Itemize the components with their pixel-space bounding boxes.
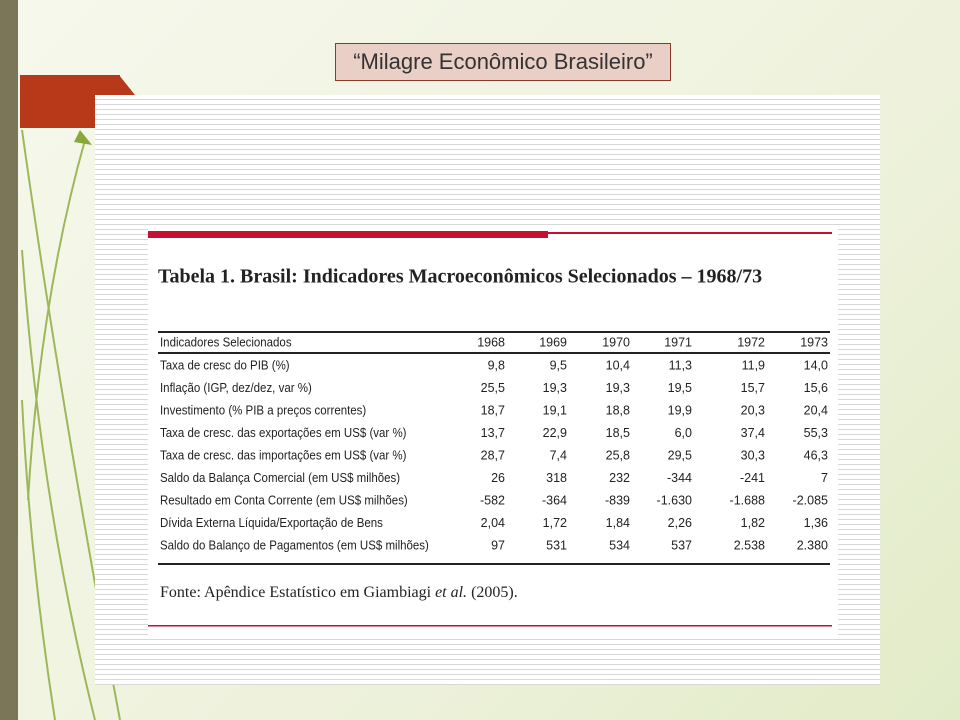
table-cell: 15,6 [804, 381, 828, 395]
header-cell: 1970 [602, 335, 630, 349]
table-cell: 232 [609, 471, 630, 485]
table-cell: 22,9 [543, 426, 567, 440]
table-cell: 18,8 [606, 403, 630, 417]
table-cell: 11,9 [742, 358, 765, 372]
table-cell: 55,3 [804, 426, 828, 440]
table-cell: -582 [480, 493, 505, 507]
table-cell: Taxa de cresc. das exportações em US$ (v… [160, 425, 406, 440]
table-cell: 318 [546, 471, 567, 485]
header-cell: 1969 [539, 335, 567, 349]
table-cell: -839 [605, 493, 630, 507]
table-cell: 29,5 [668, 448, 692, 462]
table-cell: 1,84 [606, 516, 630, 530]
rule [148, 625, 832, 627]
table-cell: Saldo da Balança Comercial (em US$ milhõ… [160, 470, 400, 485]
table-cell: 19,9 [668, 403, 692, 417]
table-cell: 6,0 [675, 426, 692, 440]
table-cell: -2.085 [793, 493, 828, 507]
table-cell: 19,5 [668, 381, 692, 395]
table-cell: Dívida Externa Líquida/Exportação de Ben… [160, 515, 383, 530]
source: Fonte: Apêndice Estatístico em Giambiagi… [160, 584, 518, 601]
table-cell: Taxa de cresc. das importações em US$ (v… [160, 448, 406, 463]
source-text: Fonte: Apêndice Estatístico em Giambiagi [160, 584, 435, 601]
rule [548, 232, 832, 234]
table-cell: 20,4 [804, 403, 828, 417]
table-cell: 18,7 [481, 403, 505, 417]
table-cell: 537 [671, 538, 692, 552]
table-cell: 10,4 [606, 358, 630, 372]
table-cell: 9,8 [488, 358, 505, 372]
table-cell: 25,5 [481, 381, 505, 395]
table-cell: 19,3 [606, 381, 630, 395]
table-cell: 1,36 [804, 516, 828, 530]
table-cell: 13,7 [481, 426, 505, 440]
table-cell: 37,4 [741, 426, 765, 440]
table-cell: 1,82 [741, 516, 765, 530]
table-cell: 46,3 [804, 448, 828, 462]
table-title: Tabela 1. Brasil: Indicadores Macroeconô… [158, 266, 762, 288]
table-cell: 2,26 [668, 516, 692, 530]
table-cell: 97 [491, 538, 505, 552]
table-cell: 11,3 [669, 358, 692, 372]
table-cell: Investimento (% PIB a preços correntes) [160, 403, 366, 418]
table-cell: 2.538 [734, 538, 765, 552]
table-cell: -344 [667, 471, 692, 485]
table-cell: 30,3 [741, 448, 765, 462]
table-cell: 19,3 [543, 381, 567, 395]
side-bar [0, 0, 18, 720]
table-cell: 9,5 [550, 358, 567, 372]
header-cell: 1971 [664, 335, 692, 349]
table-bg [148, 225, 838, 635]
table-cell: -364 [542, 493, 567, 507]
table-cell: 7 [821, 471, 828, 485]
table-cell: 534 [609, 538, 630, 552]
header-cell: 1972 [737, 335, 765, 349]
table-cell: 25,8 [606, 448, 630, 462]
header-cell: Indicadores Selecionados [160, 335, 292, 350]
slide-title: “Milagre Econômico Brasileiro” [335, 43, 671, 81]
source-text: (2005). [467, 584, 518, 601]
source-text: et al. [435, 584, 467, 601]
table-cell: 2.380 [797, 538, 828, 552]
table-cell: 26 [491, 471, 505, 485]
table-cell: Saldo do Balanço de Pagamentos (em US$ m… [160, 538, 429, 553]
rule [148, 231, 548, 238]
table-cell: 531 [546, 538, 567, 552]
table-cell: -1.630 [657, 493, 692, 507]
table-cell: 15,7 [741, 381, 765, 395]
table-cell: 18,5 [606, 426, 630, 440]
table-cell: 19,1 [543, 403, 567, 417]
table-cell: 28,7 [481, 448, 505, 462]
table-cell: 1,72 [543, 516, 567, 530]
table-cell: 20,3 [741, 403, 765, 417]
table-cell: -1.688 [730, 493, 765, 507]
table-cell: -241 [740, 471, 765, 485]
table-cell: Resultado em Conta Corrente (em US$ milh… [160, 493, 408, 508]
table-cell: 2,04 [481, 516, 505, 530]
table-cell: Taxa de cresc do PIB (%) [160, 358, 290, 373]
table-cell: Inflação (IGP, dez/dez, var %) [160, 380, 312, 395]
table-cell: 14,0 [804, 358, 828, 372]
table-cell: 7,4 [550, 448, 567, 462]
header-cell: 1968 [477, 335, 505, 349]
header-cell: 1973 [800, 335, 828, 349]
